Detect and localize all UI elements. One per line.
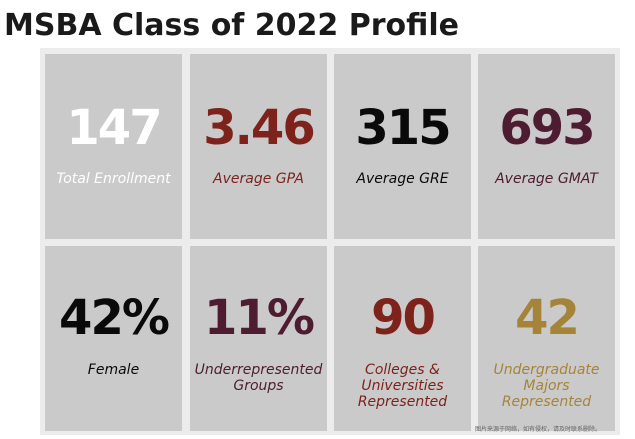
stat-tile-underrepresented-groups: 11% Underrepresented Groups [190,246,327,431]
stat-label-average-gre: Average GRE [356,171,449,187]
stat-value-female: 42% [59,290,170,346]
stat-value-underrepresented-groups: 11% [204,290,315,346]
stat-label-underrepresented-groups: Underrepresented Groups [194,362,323,394]
stat-tile-colleges-represented: 90 Colleges & Universities Represented [334,246,471,431]
stat-value-majors-represented: 42 [515,290,580,346]
stat-label-total-enrollment: Total Enrollment [56,171,171,187]
stat-label-average-gpa: Average GPA [213,171,304,187]
page-title: MSBA Class of 2022 Profile [4,8,459,43]
stat-tile-female: 42% Female [45,246,182,431]
stat-value-total-enrollment: 147 [66,100,162,156]
stat-tile-total-enrollment: 147 Total Enrollment [45,54,182,239]
stat-value-average-gpa: 3.46 [203,100,315,156]
stats-grid: 147 Total Enrollment 3.46 Average GPA 31… [40,48,620,435]
watermark-text: 图片来源于网络，如有侵权，请及时联系删除。 [474,426,601,433]
stat-value-average-gmat: 693 [499,100,595,156]
stat-tile-majors-represented: 42 Undergraduate Majors Represented [478,246,615,431]
stat-value-average-gre: 315 [355,100,451,156]
stat-tile-average-gmat: 693 Average GMAT [478,54,615,239]
stat-label-colleges-represented: Colleges & Universities Represented [357,362,448,410]
stat-value-colleges-represented: 90 [371,290,436,346]
stat-label-majors-represented: Undergraduate Majors Represented [493,362,600,410]
stat-tile-average-gpa: 3.46 Average GPA [190,54,327,239]
stat-tile-average-gre: 315 Average GRE [334,54,471,239]
stat-label-average-gmat: Average GMAT [495,171,598,187]
stat-label-female: Female [87,362,140,378]
